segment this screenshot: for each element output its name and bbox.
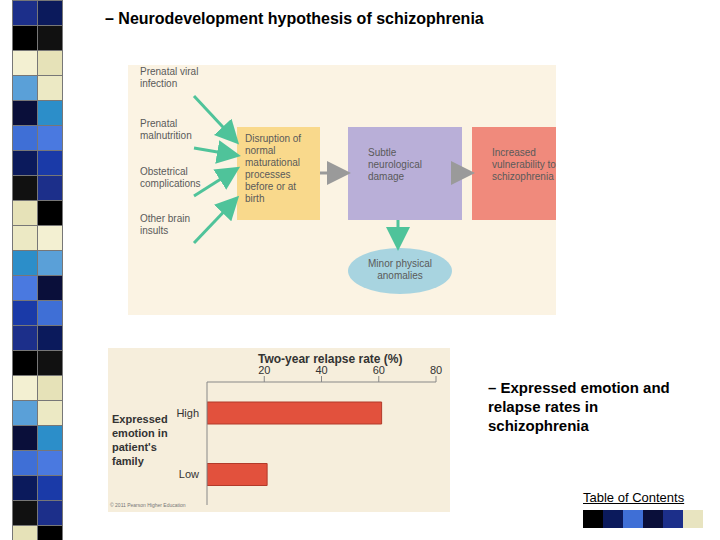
html-text:Prenatal viral infection: Prenatal viral infection [140, 66, 199, 89]
html-text:– Neurodevelopment hypothesis: – Neurodevelopment hypothesis of schizop… [105, 10, 484, 27]
html-text:© 2011 Pearson Higher Educatio: © 2011 Pearson Higher Education [110, 502, 186, 508]
html-text:Expressed emotion in patient's: Expressed emotion in patient's family [112, 413, 168, 467]
svg-text:High: High [176, 407, 199, 419]
html-text:Disruption of normal maturatio: Disruption of normal maturational proces… [245, 133, 302, 204]
html-text:Subtle neurological damage: Subtle neurological damage [368, 147, 422, 182]
svg-text:40: 40 [315, 364, 327, 376]
svg-text:80: 80 [430, 364, 442, 376]
html-text:– Expressed emotion and relaps: – Expressed emotion and relapse rates in… [488, 379, 670, 434]
html-text:Increased vulnerability to sch: Increased vulnerability to schizophrenia [492, 147, 556, 182]
html-text:Table of Contents: Table of Contents [583, 490, 685, 505]
svg-text:20: 20 [258, 364, 270, 376]
html-text:Minor physical anomalies: Minor physical anomalies [368, 258, 432, 281]
html-text:Two-year relapse rate (%): Two-year relapse rate (%) [258, 352, 403, 366]
html-text:Obstetrical complications: Obstetrical complications [140, 166, 201, 189]
svg-text:60: 60 [373, 364, 385, 376]
html-text:Other brain insults: Other brain insults [140, 213, 190, 236]
html-text:Prenatal malnutrition: Prenatal malnutrition [140, 118, 192, 141]
svg-text:Low: Low [179, 468, 199, 480]
